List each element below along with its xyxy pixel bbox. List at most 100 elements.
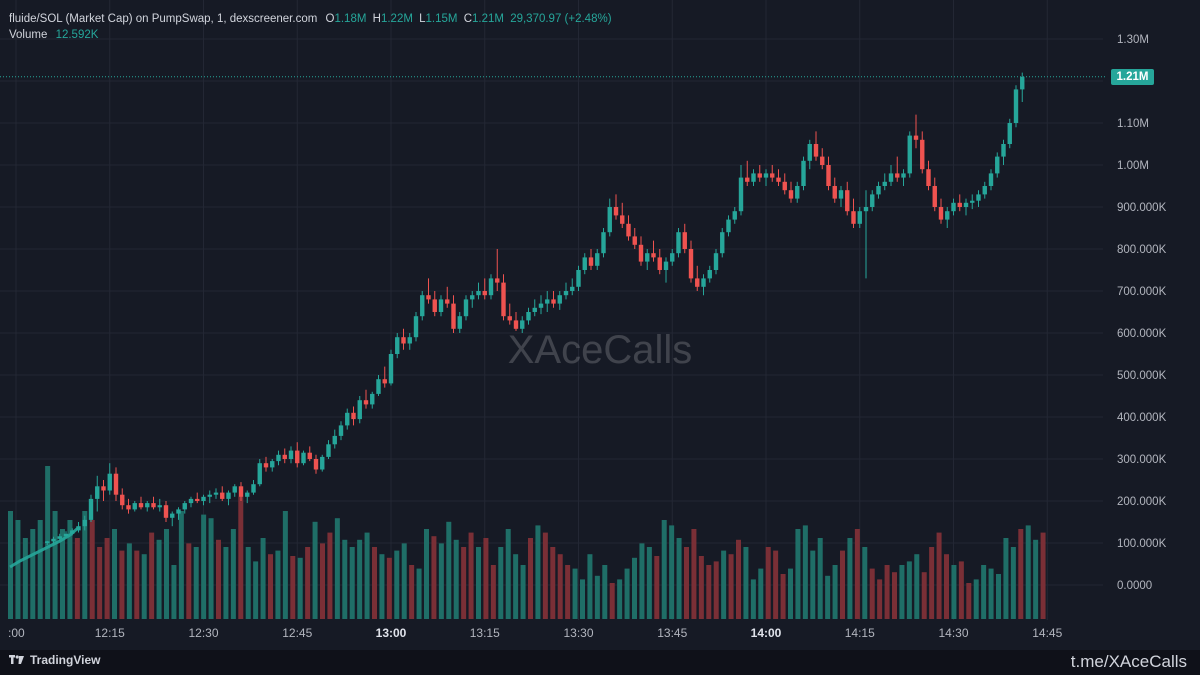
volume-bar (22, 538, 28, 619)
volume-bar (238, 496, 244, 619)
volume-bar (37, 520, 43, 619)
candle-body (838, 190, 844, 199)
x-tick-label: 12:15 (95, 626, 125, 640)
candle-body (170, 513, 175, 518)
volume-bar (97, 547, 103, 619)
candle-body (545, 299, 550, 304)
candle-body (313, 459, 319, 470)
tradingview-logo-icon (9, 655, 25, 665)
volume-bar (572, 568, 578, 619)
volume-bar (862, 547, 868, 619)
volume-bar (320, 543, 325, 619)
candle-body (395, 337, 400, 354)
x-tick-label: 13:30 (563, 626, 593, 640)
x-tick-label: 13:15 (470, 626, 500, 640)
candle-body (188, 498, 194, 504)
volume-bar (327, 532, 333, 619)
volume-bar (817, 538, 823, 619)
volume-bar (178, 511, 184, 619)
candle-body (995, 156, 1000, 174)
volume-bar (929, 547, 935, 619)
volume-bar (342, 539, 348, 619)
volume-bar (260, 538, 266, 619)
candle-body (82, 519, 87, 527)
volume-bar (268, 554, 273, 619)
volume-bar (431, 536, 437, 619)
candle-body (145, 503, 150, 508)
volume-bar (840, 550, 845, 619)
legend-close-value: 1.21M (472, 13, 504, 25)
volume-bar (230, 529, 236, 619)
candle-body (651, 253, 656, 258)
volume-bar (386, 557, 392, 619)
candle-body (1013, 89, 1019, 123)
candle-body (595, 253, 600, 266)
candle-body (726, 219, 731, 233)
candle-body (570, 286, 575, 291)
candle-body (863, 207, 869, 212)
volume-bar (149, 532, 155, 619)
tradingview-brand[interactable]: TradingView (9, 653, 100, 667)
volume-bar (275, 550, 281, 619)
volume-bar (698, 556, 704, 619)
candle-body (45, 541, 50, 543)
volume-bar (1018, 529, 1024, 619)
volume-bar (126, 543, 132, 619)
x-tick-label: 13:45 (657, 626, 687, 640)
legend-low-value: 1.15M (425, 13, 458, 25)
candle-body (132, 503, 137, 510)
candle-body (895, 173, 900, 178)
volume-bar (424, 529, 429, 619)
volume-bar (156, 539, 162, 619)
candle-body (707, 270, 712, 279)
candle-body (357, 400, 362, 420)
candle-body (320, 456, 325, 470)
volume-bar (877, 579, 883, 619)
y-tick-label: 500.000K (1117, 370, 1167, 382)
volume-bar (297, 557, 303, 619)
early-price-segment (9, 526, 79, 569)
candle-body (157, 505, 162, 508)
candle-body (495, 278, 500, 283)
candle-body (813, 144, 819, 157)
y-tick-label: 1.10M (1117, 118, 1149, 130)
candle-body (238, 486, 244, 497)
volume-bar (164, 529, 169, 619)
volume-bar (1010, 547, 1016, 619)
candle-body (607, 207, 612, 233)
candle-body (626, 223, 631, 237)
volume-legend: Volume 12.592K (9, 29, 98, 41)
volume-bar (565, 565, 571, 619)
volume-bar (379, 554, 385, 619)
candle-body (326, 444, 331, 457)
candle-body (1007, 123, 1012, 144)
volume-bar (193, 547, 199, 619)
candle-body (351, 412, 356, 420)
candle-body (451, 303, 456, 329)
candle-body (201, 496, 206, 501)
candle-body (701, 278, 706, 287)
candle-body (713, 253, 719, 270)
y-tick-label: 400.000K (1117, 412, 1167, 424)
candle-body (670, 253, 675, 262)
candle-body (788, 190, 794, 199)
volume-bar (825, 575, 831, 619)
y-tick-label: 200.000K (1117, 496, 1167, 508)
legend-title: fluide/SOL (Market Cap) on PumpSwap, 1, … (9, 13, 318, 25)
candle-body (182, 503, 187, 510)
volume-bar (112, 529, 117, 619)
volume-bar (476, 547, 481, 619)
volume-bar (654, 556, 660, 619)
telegram-channel-link[interactable]: t.me/XAceCalls (1070, 652, 1187, 671)
volume-bar (535, 525, 541, 619)
y-tick-label: 1.00M (1117, 160, 1149, 172)
volume-bar (580, 579, 585, 619)
candle-body (463, 299, 469, 317)
candle-body (876, 186, 881, 195)
candle-body (345, 412, 350, 426)
volume-bar (713, 561, 719, 619)
candle-body (363, 400, 369, 405)
candle-body (920, 139, 925, 170)
candle-body (526, 312, 531, 321)
